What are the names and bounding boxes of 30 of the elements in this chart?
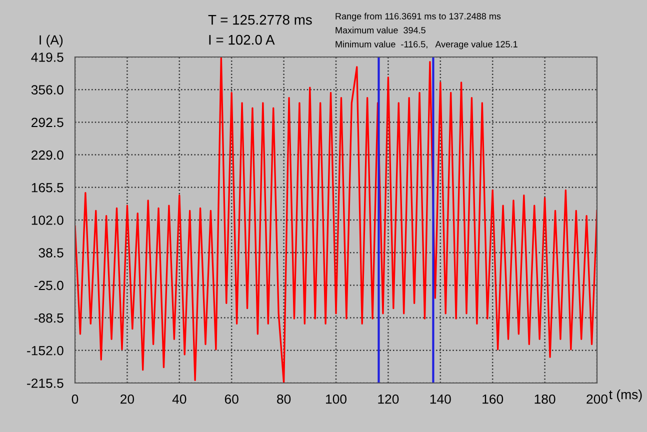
x-tick-label: 0	[72, 394, 78, 404]
text: I = 102.0 A	[209, 34, 275, 45]
x-tick-label: 200	[586, 394, 608, 404]
y-tick-label: -88.5	[34, 313, 64, 323]
text: T = 125.2778 ms	[208, 14, 312, 25]
y-tick-label: -152.0	[27, 346, 64, 356]
x-tick-label: 20	[120, 394, 134, 404]
y-tick-label: 292.5	[32, 118, 64, 128]
line-series	[75, 57, 597, 383]
text: Range from 116.3691 ms to 137.2488 ms	[336, 12, 501, 22]
y-tick-label: 102.0	[32, 216, 64, 225]
y-tick-label: 38.5	[38, 248, 64, 258]
x-tick-label: 40	[172, 394, 186, 404]
y-tick-label: 229.0	[32, 150, 64, 160]
x-tick-label: 180	[534, 394, 556, 404]
x-axis-title: t (ms)	[609, 390, 642, 402]
y-tick-label: -215.5	[27, 378, 64, 388]
x-tick-label: 100	[326, 394, 346, 404]
y-tick-label: -25.0	[34, 280, 64, 290]
y-tick-label: 165.5	[32, 182, 64, 192]
text: Minimum value -116.5, Average value 125.1	[336, 40, 518, 50]
x-tick-label: 120	[378, 394, 399, 404]
x-tick-label: 160	[482, 394, 504, 404]
x-tick-label: 80	[277, 394, 291, 404]
x-tick-label: 140	[430, 394, 451, 404]
y-axis-title: I (A)	[40, 34, 63, 48]
x-tick-label: 60	[224, 394, 238, 404]
y-tick-label: 419.5	[31, 52, 64, 62]
y-tick-label: 356.0	[31, 85, 64, 95]
text: Maximum value 394.5	[336, 26, 426, 34]
